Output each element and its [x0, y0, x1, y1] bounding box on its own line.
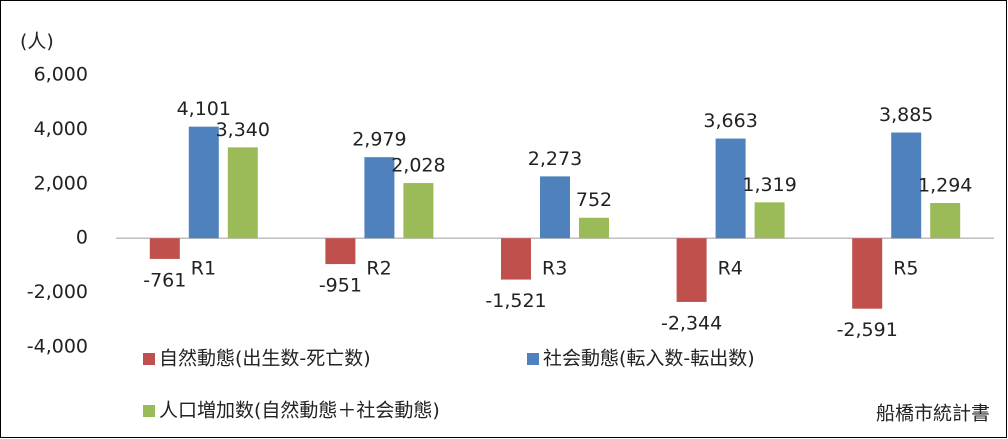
bar [227, 147, 258, 239]
bar [188, 126, 219, 239]
bar [754, 202, 785, 239]
bar [149, 238, 180, 259]
legend-label: 人口増加数(自然動態＋社会動態) [159, 400, 440, 422]
legend-swatch [527, 353, 539, 365]
bar [325, 238, 356, 265]
x-tick-label: R3 [542, 258, 567, 280]
legend-label: 自然動態(出生数-死亡数) [159, 348, 371, 370]
value-label: -951 [319, 275, 362, 297]
y-tick-label: 4,000 [34, 118, 88, 140]
bar [403, 183, 434, 239]
x-tick-label: R5 [893, 258, 918, 280]
bar [364, 157, 395, 239]
x-tick-label: R4 [718, 258, 743, 280]
bar [715, 138, 746, 239]
bar [891, 132, 922, 239]
unit-label: (人) [20, 31, 54, 53]
bar [930, 203, 961, 239]
bar [579, 217, 609, 239]
bar [676, 238, 707, 302]
bar [852, 238, 883, 309]
value-label: 752 [576, 189, 612, 211]
y-tick-label: -2,000 [27, 281, 88, 303]
value-label: -761 [143, 269, 186, 291]
bar [540, 176, 570, 239]
value-label: -2,591 [837, 319, 898, 341]
legend-swatch [143, 353, 155, 365]
value-label: -2,344 [661, 312, 722, 334]
value-label: 2,273 [528, 148, 582, 170]
value-label: 1,294 [918, 175, 972, 197]
legend-swatch [143, 405, 155, 417]
bar [501, 238, 531, 280]
legend-label: 社会動態(転入数-転出数) [543, 348, 755, 370]
value-label: 3,885 [879, 104, 933, 126]
x-tick-label: R2 [366, 258, 391, 280]
value-label: 2,028 [391, 155, 445, 177]
y-tick-label: -4,000 [27, 336, 88, 358]
x-tick-label: R1 [191, 258, 216, 280]
y-tick-label: 6,000 [34, 64, 88, 86]
value-label: 3,663 [703, 110, 757, 132]
value-label: 2,979 [352, 129, 406, 151]
y-tick-label: 2,000 [34, 172, 88, 194]
value-label: -1,521 [485, 290, 546, 312]
value-label: 1,319 [742, 174, 796, 196]
value-label: 3,340 [216, 119, 270, 141]
value-label: 4,101 [177, 98, 231, 120]
source-note: 船橋市統計書 [876, 403, 990, 425]
y-tick-label: 0 [76, 227, 88, 249]
